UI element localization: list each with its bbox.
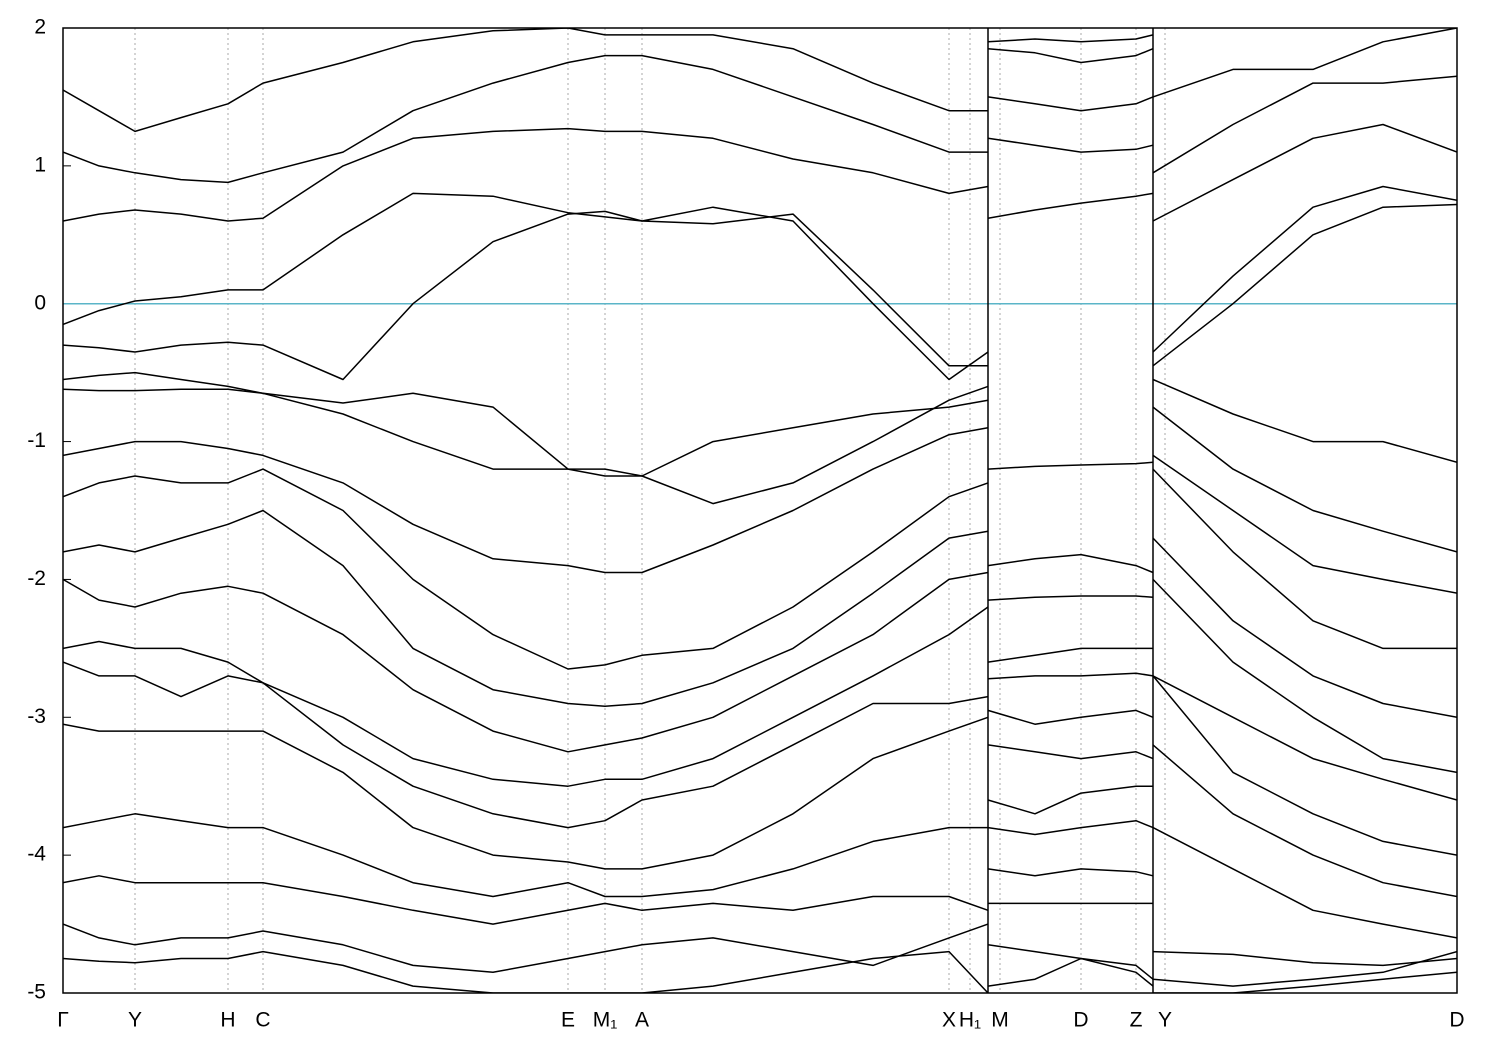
band-line [63, 371, 1457, 477]
band-line [63, 950, 1457, 993]
x-tick-label: Z [1130, 1009, 1143, 1032]
x-tick-label: Y [128, 1009, 142, 1032]
x-tick-label: M [991, 1009, 1009, 1032]
band-line [63, 509, 1457, 719]
band-line [63, 28, 1457, 133]
x-tick-label: A [635, 1009, 649, 1032]
y-tick-label: -4 [27, 843, 46, 866]
x-tick-label: D [1449, 1009, 1464, 1032]
x-tick-label: M₁ [593, 1009, 618, 1032]
x-tick-label: Y [1158, 1009, 1172, 1032]
band-line [63, 571, 1457, 774]
y-tick-label: -2 [27, 567, 46, 590]
band-line [63, 606, 1457, 801]
y-tick-label: 0 [34, 291, 46, 314]
y-tick-label: 2 [34, 16, 46, 39]
band-line [63, 813, 1457, 939]
y-tick-label: -5 [27, 981, 46, 1004]
x-tick-label: X [942, 1009, 956, 1032]
band-line [63, 716, 1457, 898]
x-tick-label: D [1073, 1009, 1088, 1032]
plot-frame [62, 27, 1458, 994]
band-line [63, 385, 1457, 574]
y-tick-label: -1 [27, 429, 46, 452]
x-tick-label: Γ [57, 1009, 69, 1032]
band-line [63, 96, 1457, 222]
y-tick-label: 1 [34, 153, 46, 176]
band-line [63, 47, 1457, 184]
band-line [63, 192, 1457, 367]
band-line [63, 923, 1457, 987]
band-line [63, 468, 1457, 670]
x-tick-label: E [561, 1009, 575, 1032]
x-tick-label: H₁ [959, 1009, 981, 1032]
band-line [63, 875, 1457, 967]
y-tick-label: -3 [27, 705, 46, 728]
band-line [63, 661, 1457, 856]
x-tick-label: C [255, 1009, 270, 1032]
x-tick-label: H [220, 1009, 235, 1032]
band-line [63, 137, 1457, 381]
band-line [63, 427, 1457, 601]
